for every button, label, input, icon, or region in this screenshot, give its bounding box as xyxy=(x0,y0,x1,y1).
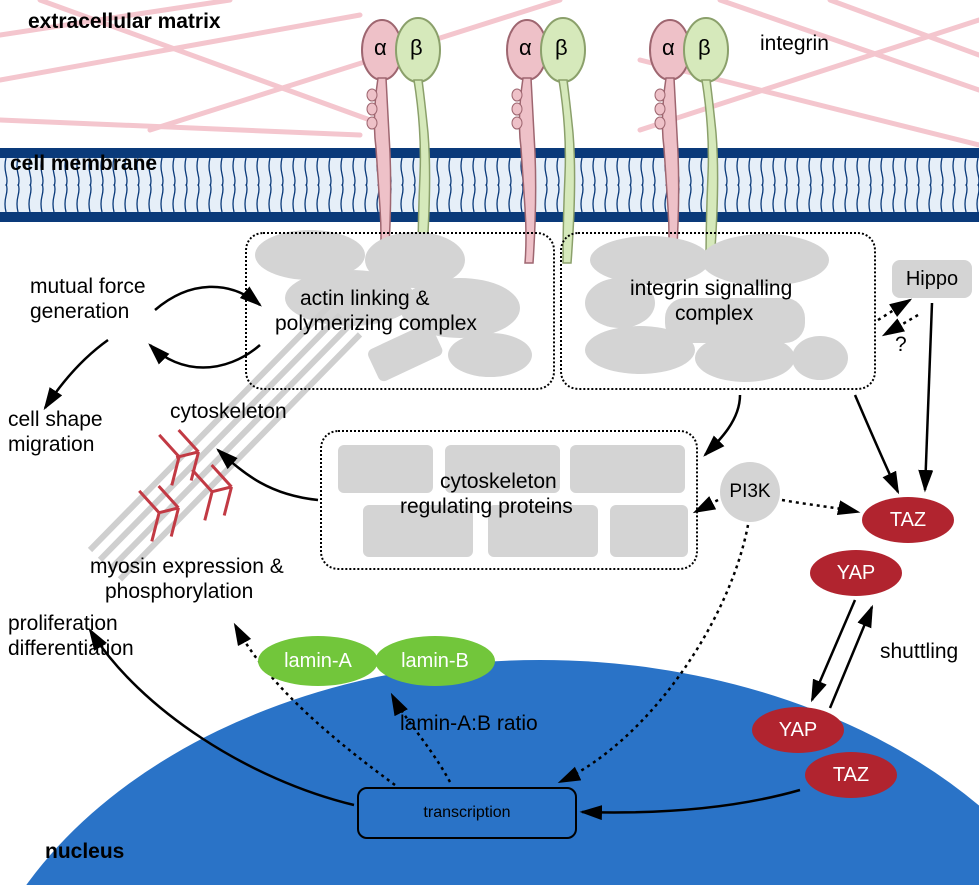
lamin-a: lamin-A xyxy=(258,636,378,686)
yap-nucleus: YAP xyxy=(752,707,844,753)
taz-cytoplasm: TAZ xyxy=(862,497,954,543)
cytoreg-box xyxy=(320,430,698,570)
pi3k-node: PI3K xyxy=(720,462,780,522)
hippo-label: Hippo xyxy=(906,268,958,291)
lamin-b: lamin-B xyxy=(375,636,495,686)
integrin-shapes xyxy=(362,18,728,263)
yap-cytoplasm: YAP xyxy=(810,550,902,596)
pi3k-label: PI3K xyxy=(729,481,770,503)
transcription-box: transcription xyxy=(357,787,577,839)
hippo-node: Hippo xyxy=(892,260,972,298)
transcription-label: transcription xyxy=(423,804,510,822)
ecm-fibers xyxy=(0,0,979,145)
integrin-signalling-box xyxy=(560,232,876,390)
cell-membrane-shape xyxy=(0,148,979,222)
taz-nucleus: TAZ xyxy=(805,752,897,798)
actin-box xyxy=(245,232,555,390)
